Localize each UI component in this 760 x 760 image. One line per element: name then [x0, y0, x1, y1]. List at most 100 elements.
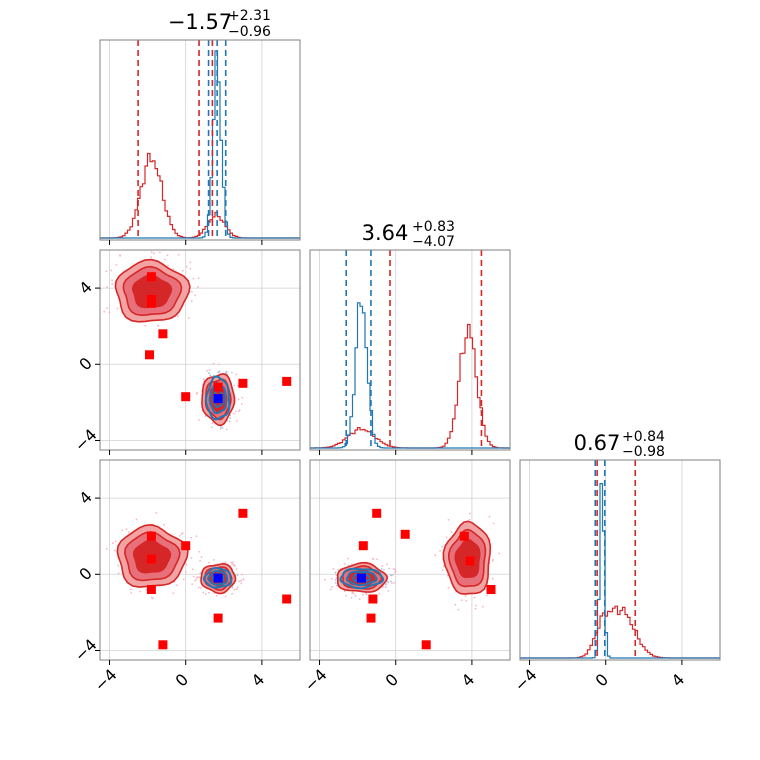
x-tick-label-p2_vs_p0-0: −4: [91, 665, 121, 695]
sample-point: [481, 605, 484, 608]
sample-point: [233, 588, 236, 591]
y-tick-label-p2_vs_p0-2: 4: [75, 487, 96, 508]
title-param-1: 3.64: [362, 221, 409, 245]
sample-point: [354, 594, 357, 597]
sample-point: [387, 581, 390, 583]
sample-point: [488, 515, 491, 518]
sample-point: [113, 549, 116, 552]
marker-red-p2_vs_p0-6: [158, 640, 168, 650]
sample-point: [380, 568, 383, 570]
title-param-1-lower: −4.07: [412, 234, 455, 250]
x-tick-label-p2_vs_p1-1: 0: [382, 670, 403, 691]
marker-blue-p2_vs_p1-0: [356, 573, 366, 583]
sample-point: [390, 580, 392, 583]
marker-red-p2_vs_p1-5: [486, 585, 496, 594]
contour-blue-mid-p2_vs_p0-2: [207, 569, 229, 586]
hist-red-p0: [100, 152, 300, 239]
sample-point: [209, 374, 212, 377]
sample-point: [232, 561, 235, 563]
corner-panels: −4 0 4 −4 0 4 −4 0 4 −4 0 4 −4 0 4: [71, 39, 721, 695]
sample-point: [464, 595, 467, 597]
sample-point: [332, 567, 335, 570]
sample-point: [394, 571, 396, 574]
hist-red-p1: [310, 323, 510, 449]
sample-point: [150, 251, 153, 254]
sample-point: [204, 593, 207, 595]
sample-point: [202, 591, 205, 594]
sample-point: [469, 512, 471, 515]
sample-point: [343, 590, 346, 593]
sample-point: [219, 425, 222, 428]
marker-red-p1_vs_p0-7: [238, 378, 248, 388]
title-param-2: 0.67: [574, 431, 621, 455]
marker-red-p1_vs_p0-3: [158, 329, 168, 339]
sample-point: [498, 552, 500, 555]
panel-frame-diag-p1: [309, 249, 511, 451]
x-tick-label-p2_vs_p0-2: 4: [248, 670, 269, 691]
sample-point: [177, 253, 180, 256]
sample-point: [127, 531, 130, 534]
panel-frame-diag-p0: [99, 39, 301, 241]
marker-red-p1_vs_p0-4: [145, 350, 154, 360]
contour-blue-outer-p2_vs_p1-1: [339, 567, 385, 590]
sample-point: [331, 577, 333, 580]
panel-frame-diag-p2: [519, 459, 721, 661]
sample-point: [117, 564, 119, 567]
sample-point: [441, 569, 444, 571]
title-param-1-upper: +0.83: [412, 219, 455, 235]
sample-point: [167, 264, 170, 267]
marker-red-p2_vs_p1-0: [372, 508, 382, 518]
sample-point: [390, 574, 393, 577]
sample-point: [447, 518, 450, 521]
sample-point: [343, 562, 346, 565]
sample-point: [465, 599, 468, 602]
sample-point: [225, 428, 228, 431]
sample-point: [153, 252, 155, 255]
contour-blue-outer-p1_vs_p0-2: [204, 375, 231, 421]
sample-point: [200, 587, 203, 589]
sample-point: [457, 608, 460, 611]
sample-point: [492, 522, 495, 525]
marker-red-p1_vs_p0-5: [181, 392, 191, 402]
sample-point: [233, 384, 236, 387]
sample-point: [473, 596, 476, 599]
sample-point: [372, 557, 374, 560]
marker-red-p2_vs_p1-6: [366, 613, 376, 623]
title-param-0: −1.57: [168, 10, 232, 34]
marker-red-p2_vs_p0-4: [238, 508, 248, 518]
sample-point: [238, 580, 240, 583]
sample-point: [240, 580, 242, 582]
sample-point: [199, 559, 202, 562]
sample-point: [187, 317, 190, 319]
sample-point: [468, 518, 471, 521]
sample-point: [203, 378, 205, 381]
sample-point: [192, 568, 194, 571]
sample-point: [179, 535, 181, 537]
hist-blue-p1: [310, 302, 510, 449]
sample-point: [177, 315, 179, 317]
sample-point: [460, 599, 463, 601]
sample-point: [221, 427, 224, 429]
marker-red-p2_vs_p0-3: [181, 541, 191, 551]
sample-point: [198, 550, 201, 553]
sample-point: [474, 604, 477, 607]
sample-point: [176, 584, 178, 587]
sample-point: [112, 542, 114, 545]
sample-point: [450, 531, 453, 533]
sample-point: [172, 592, 175, 594]
sample-point: [158, 251, 161, 254]
sample-point: [394, 568, 396, 571]
hist-red-p2: [520, 605, 720, 659]
sample-point: [119, 254, 121, 257]
y-tick-label-p1_vs_p0-1: 0: [75, 354, 96, 375]
marker-red-p1_vs_p0-8: [282, 376, 292, 386]
sample-point: [491, 559, 494, 562]
sample-point: [185, 265, 188, 268]
sample-point: [208, 372, 210, 374]
sample-point: [229, 417, 232, 419]
marker-red-p2_vs_p1-1: [358, 541, 368, 551]
title-param-0-lower: −0.96: [228, 24, 271, 40]
sample-point: [474, 607, 477, 610]
x-tick-label-diag-p2-0: −4: [511, 665, 541, 695]
sample-point: [241, 403, 243, 405]
